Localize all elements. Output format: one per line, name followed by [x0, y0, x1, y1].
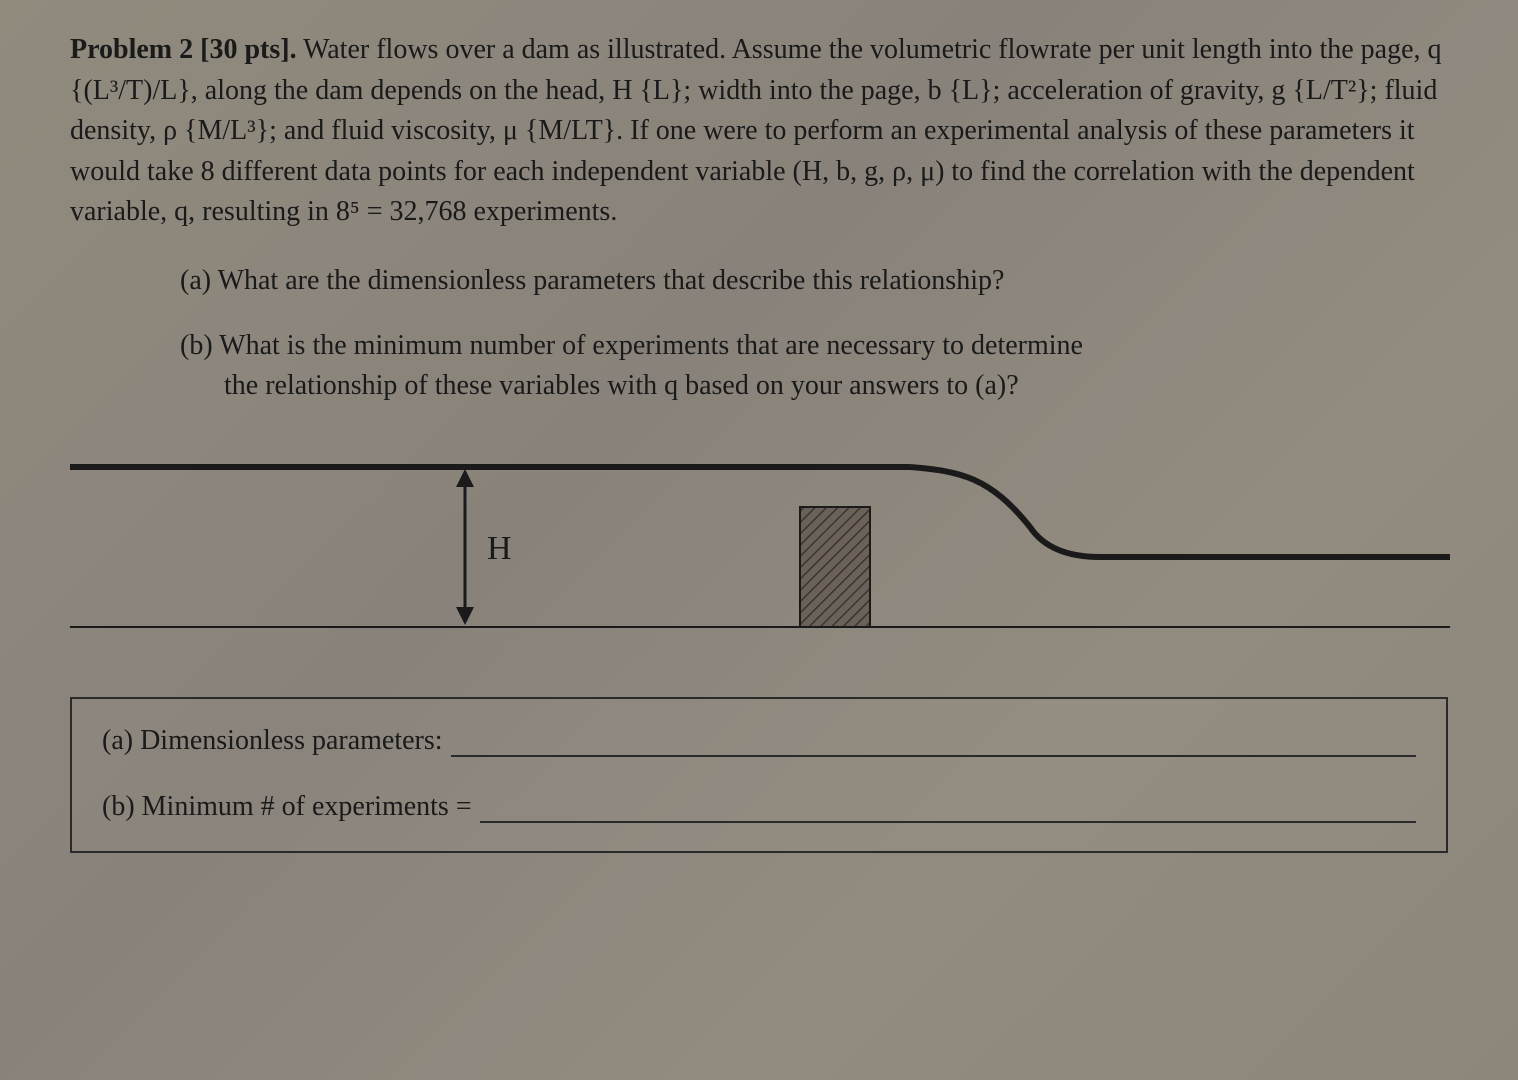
question-a: (a) What are the dimensionless parameter… [180, 261, 1448, 302]
answer-a-row: (a) Dimensionless parameters: [102, 725, 1416, 757]
svg-text:H: H [487, 530, 512, 567]
dam-diagram-svg: H [70, 437, 1450, 667]
answer-a-blank[interactable] [451, 729, 1416, 757]
problem-title: Problem 2 [30 pts]. [70, 34, 297, 65]
question-b: (b) What is the minimum number of experi… [180, 326, 1448, 407]
question-b-line1: (b) What is the minimum number of experi… [180, 330, 1083, 361]
sub-questions: (a) What are the dimensionless parameter… [70, 261, 1448, 407]
dam-diagram: H [70, 437, 1448, 667]
question-b-line2: the relationship of these variables with… [224, 370, 1019, 401]
answer-box: (a) Dimensionless parameters: (b) Minimu… [70, 697, 1448, 853]
answer-b-blank[interactable] [480, 795, 1416, 823]
answer-b-label: (b) Minimum # of experiments = [102, 791, 472, 823]
answer-b-row: (b) Minimum # of experiments = [102, 791, 1416, 823]
problem-statement: Problem 2 [30 pts]. Water flows over a d… [70, 30, 1448, 233]
answer-a-label: (a) Dimensionless parameters: [102, 725, 443, 757]
